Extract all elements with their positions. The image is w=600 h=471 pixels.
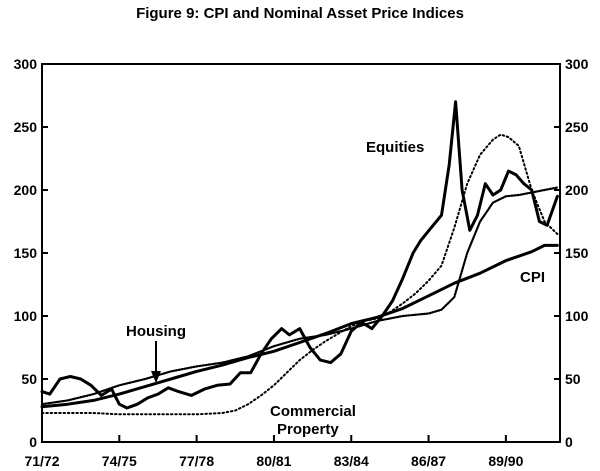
annotations: Equities CPI Housing Commercial Property <box>126 139 545 438</box>
y-axis: 0 0 50 50 100 100 150 150 200 200 250 250 300 300 <box>14 56 589 450</box>
housing-pointer-arrowhead <box>151 371 161 383</box>
chart-title: Figure 9: CPI and Nominal Asset Price In… <box>136 5 464 22</box>
x-tick-label: 86/87 <box>411 453 446 469</box>
x-tick-label: 89/90 <box>488 453 523 469</box>
x-tick-label: 71/72 <box>24 453 59 469</box>
y-tick-label-left: 200 <box>14 182 38 198</box>
y-tick-label-left: 0 <box>29 434 37 450</box>
series-line-housing <box>40 186 559 406</box>
y-tick-label-right: 0 <box>565 434 573 450</box>
x-tick-label: 80/81 <box>256 453 291 469</box>
y-tick-label-right: 150 <box>565 245 589 261</box>
series-layer <box>40 100 559 416</box>
y-tick-label-right: 200 <box>565 182 589 198</box>
series-line-commercial-property <box>41 133 559 416</box>
y-tick-label-right: 50 <box>565 371 581 387</box>
series-line-equities <box>40 100 559 410</box>
y-tick-label-left: 50 <box>21 371 37 387</box>
x-axis: 71/72 74/75 77/78 80/81 83/84 86/87 89/90 <box>24 435 524 469</box>
y-tick-label-left: 100 <box>14 308 38 324</box>
y-tick-label-right: 300 <box>565 56 589 72</box>
annotation-property: Property <box>277 421 339 438</box>
x-tick-label: 77/78 <box>179 453 214 469</box>
x-tick-label: 83/84 <box>334 453 369 469</box>
x-tick-label: 74/75 <box>102 453 137 469</box>
annotation-commercial: Commercial <box>270 403 356 420</box>
y-tick-label-right: 100 <box>565 308 589 324</box>
annotation-cpi: CPI <box>520 269 545 286</box>
y-tick-label-right: 250 <box>565 119 589 135</box>
y-tick-label-left: 250 <box>14 119 38 135</box>
y-tick-label-left: 150 <box>14 245 38 261</box>
y-tick-label-left: 300 <box>14 56 38 72</box>
annotation-equities: Equities <box>366 139 424 156</box>
annotation-housing: Housing <box>126 323 186 340</box>
series-line-cpi <box>40 243 559 409</box>
